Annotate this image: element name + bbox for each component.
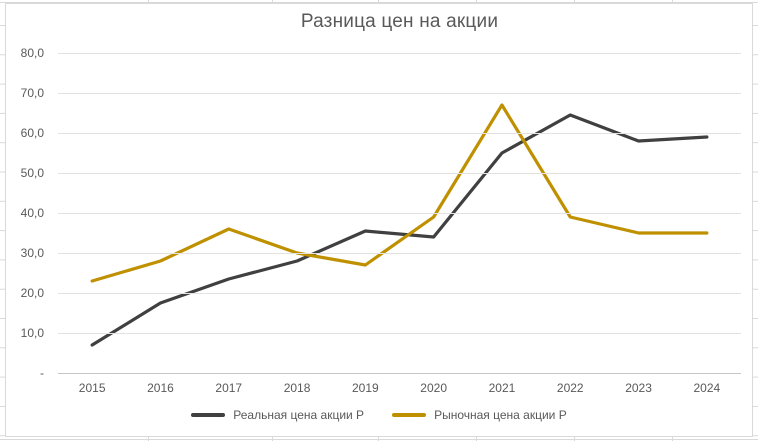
legend-label: Рыночная цена акции Р — [434, 408, 567, 422]
y-axis-label: 70,0 — [20, 86, 44, 100]
gridline — [58, 52, 741, 54]
y-axis-label: - — [40, 366, 44, 380]
legend-line-swatch — [191, 413, 226, 417]
x-axis-label: 2016 — [147, 381, 174, 395]
x-axis-label: 2021 — [488, 381, 516, 395]
y-axis-label: 20,0 — [20, 286, 44, 300]
legend: Реальная цена акции Р Рыночная цена акции… — [5, 406, 753, 424]
x-axis-label: 2022 — [556, 381, 584, 395]
series-line-0 — [90, 113, 709, 347]
y-axis-label: 10,0 — [20, 326, 44, 340]
x-axis-label: 2019 — [351, 381, 379, 395]
y-axis-label: 50,0 — [20, 166, 44, 180]
gridline — [58, 252, 741, 254]
series-plot — [90, 103, 709, 347]
x-axis-label: 2017 — [215, 381, 243, 395]
plot-area — [58, 52, 741, 374]
x-axis-label: 2023 — [625, 381, 652, 395]
legend-item-1: Рыночная цена акции Р — [392, 409, 567, 421]
gridline — [58, 292, 741, 294]
legend-line-swatch — [392, 413, 427, 417]
x-axis-label: 2020 — [420, 381, 447, 395]
y-axis-label: 40,0 — [20, 206, 44, 220]
gridline — [58, 212, 741, 214]
x-axis-label: 2018 — [283, 381, 311, 395]
chart-frame — [5, 3, 753, 437]
series-line-1 — [90, 103, 709, 283]
legend-item-0: Реальная цена акции Р — [191, 409, 364, 421]
y-axis-label: 80,0 — [20, 46, 44, 60]
x-axis-label: 2024 — [693, 381, 721, 395]
chart-title: Разница цен на акции — [300, 11, 499, 32]
gridline — [58, 332, 741, 334]
legend-label: Реальная цена акции Р — [233, 408, 365, 422]
x-axis-line — [58, 372, 741, 374]
y-axis-label: 30,0 — [20, 246, 44, 260]
gridline — [58, 132, 741, 134]
x-axis-label: 2015 — [78, 381, 106, 395]
y-axis-label: 60,0 — [20, 126, 44, 140]
gridline — [58, 172, 741, 174]
gridline — [58, 92, 741, 94]
